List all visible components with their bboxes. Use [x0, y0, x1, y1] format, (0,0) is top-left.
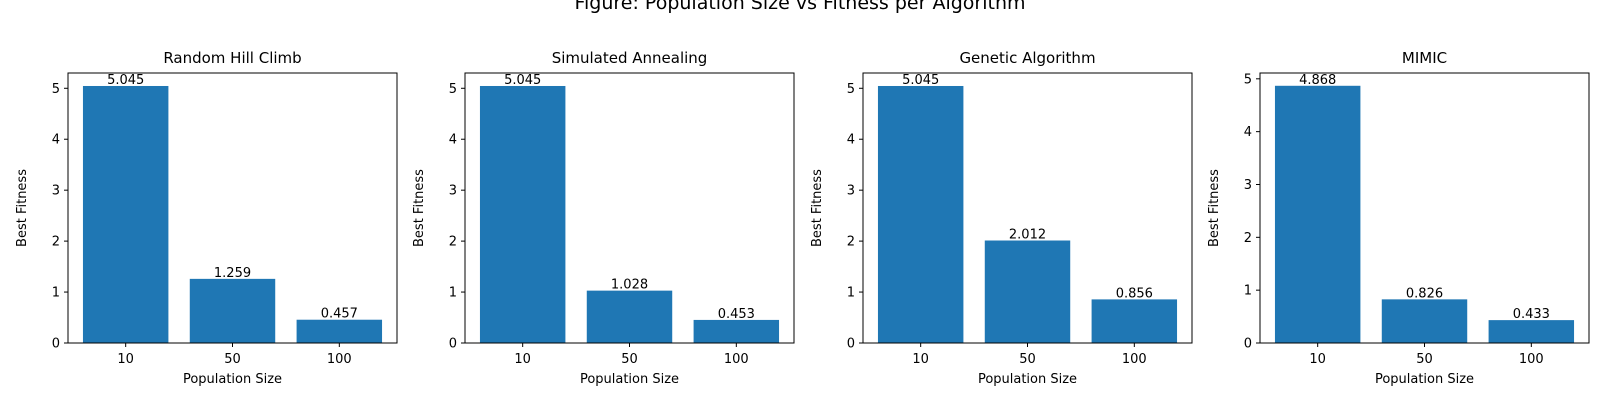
subplot-title-3: Genetic Algorithm — [959, 49, 1095, 67]
bar-value-label: 0.457 — [321, 307, 358, 322]
x-tick-label: 10 — [1309, 352, 1326, 367]
x-tick-label: 100 — [1122, 352, 1147, 367]
bar-value-label: 0.826 — [1406, 286, 1443, 301]
bar-value-label: 1.259 — [214, 266, 251, 281]
x-tick-label: 100 — [327, 352, 352, 367]
bar-value-label: 5.045 — [107, 73, 144, 88]
x-axis-label: Population Size — [978, 372, 1077, 387]
y-axis-label: Best Fitness — [810, 169, 825, 247]
y-tick-label: 3 — [847, 184, 855, 199]
y-axis-label: Best Fitness — [412, 169, 427, 247]
y-tick-label: 5 — [847, 82, 855, 97]
bar-value-label: 5.045 — [902, 73, 939, 88]
x-axis-label: Population Size — [183, 372, 282, 387]
y-tick-label: 5 — [449, 82, 457, 97]
y-tick-label: 0 — [52, 337, 60, 352]
bar-value-label: 2.012 — [1009, 228, 1046, 243]
x-axis-label: Population Size — [580, 372, 679, 387]
bar-2-10 — [479, 85, 566, 343]
y-tick-label: 2 — [449, 235, 457, 250]
x-tick-label: 100 — [1519, 352, 1544, 367]
x-tick-label: 50 — [621, 352, 638, 367]
bar-3-50 — [984, 240, 1071, 343]
y-tick-label: 3 — [1244, 178, 1252, 193]
bar-value-label: 0.433 — [1513, 307, 1550, 322]
x-tick-label: 100 — [724, 352, 749, 367]
y-tick-label: 5 — [52, 82, 60, 97]
bar-1-10 — [82, 85, 169, 343]
x-tick-label: 50 — [1416, 352, 1433, 367]
y-tick-label: 0 — [449, 337, 457, 352]
bar-value-label: 0.453 — [718, 307, 755, 322]
bar-value-label: 5.045 — [504, 73, 541, 88]
x-tick-label: 10 — [117, 352, 134, 367]
x-tick-label: 10 — [514, 352, 531, 367]
y-tick-label: 4 — [449, 133, 457, 148]
bar-value-label: 1.028 — [611, 278, 648, 293]
bar-4-100 — [1488, 320, 1575, 343]
x-axis-label: Population Size — [1375, 372, 1474, 387]
x-tick-label: 50 — [1019, 352, 1036, 367]
y-tick-label: 4 — [1244, 125, 1252, 140]
y-tick-label: 1 — [52, 286, 60, 301]
bar-1-100 — [296, 319, 383, 343]
bar-value-label: 4.868 — [1299, 73, 1336, 88]
y-tick-label: 1 — [847, 286, 855, 301]
y-tick-label: 3 — [449, 184, 457, 199]
y-tick-label: 2 — [847, 235, 855, 250]
bar-4-50 — [1381, 299, 1468, 343]
y-axis-label: Best Fitness — [15, 169, 30, 247]
bar-3-100 — [1091, 299, 1178, 343]
y-tick-label: 2 — [52, 235, 60, 250]
x-tick-label: 50 — [224, 352, 241, 367]
subplot-title-4: MIMIC — [1402, 49, 1447, 67]
y-tick-label: 3 — [52, 184, 60, 199]
bar-4-10 — [1274, 85, 1361, 344]
figure-title: Figure: Population Size vs Fitness per A… — [574, 0, 1026, 14]
y-tick-label: 4 — [847, 133, 855, 148]
bar-2-50 — [586, 290, 673, 343]
y-axis-label: Best Fitness — [1207, 169, 1222, 247]
subplot-title-2: Simulated Annealing — [552, 49, 708, 67]
bar-value-label: 0.856 — [1116, 286, 1153, 301]
bar-2-100 — [693, 319, 780, 343]
y-tick-label: 5 — [1244, 72, 1252, 87]
subplot-title-1: Random Hill Climb — [163, 49, 301, 67]
y-tick-label: 2 — [1244, 231, 1252, 246]
y-tick-label: 0 — [1244, 337, 1252, 352]
y-tick-label: 1 — [1244, 284, 1252, 299]
x-tick-label: 10 — [912, 352, 929, 367]
y-tick-label: 4 — [52, 133, 60, 148]
bar-1-50 — [189, 278, 276, 343]
y-tick-label: 1 — [449, 286, 457, 301]
y-tick-label: 0 — [847, 337, 855, 352]
bar-3-10 — [877, 85, 964, 343]
